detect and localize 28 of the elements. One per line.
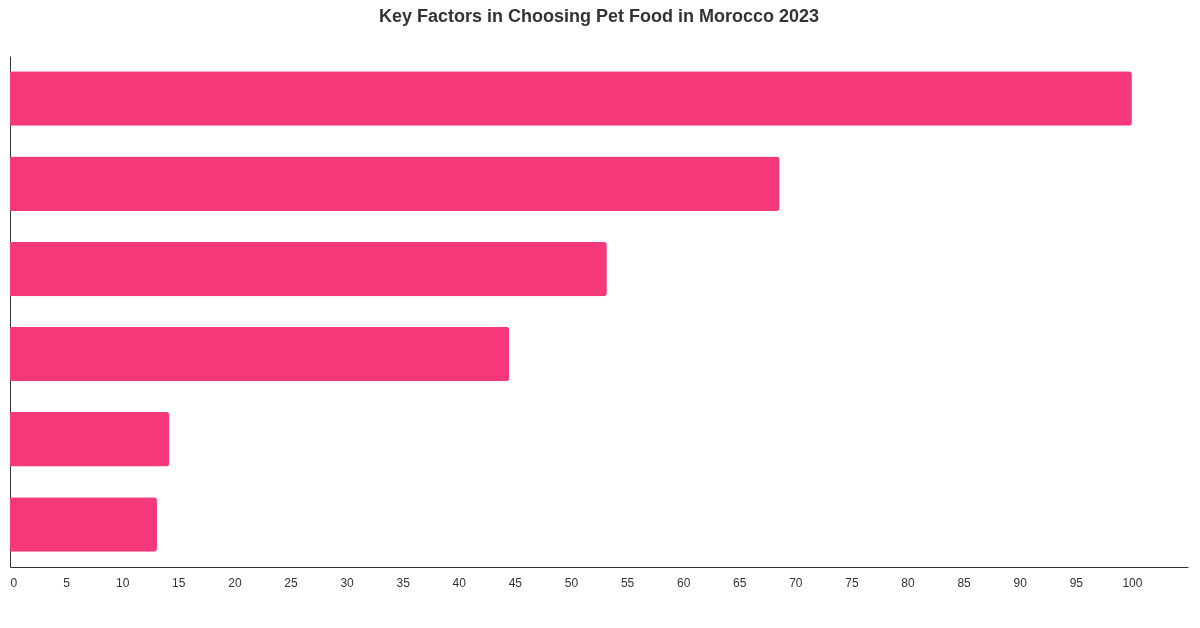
bar [10, 497, 157, 552]
x-tick-label: 30 [340, 575, 355, 590]
bar [10, 326, 510, 382]
x-tick-label: 45 [508, 575, 523, 590]
x-tick-label: 5 [63, 575, 71, 590]
x-tick-label: 65 [733, 575, 747, 590]
x-tick-label: 60 [676, 575, 691, 590]
x-tick-label: 100 [1122, 575, 1143, 590]
bar [10, 241, 607, 297]
x-tick-label: 25 [284, 575, 298, 590]
x-tick-label: 85 [957, 575, 972, 590]
x-tick-label: 95 [1069, 575, 1084, 590]
x-tick-label: 80 [901, 575, 916, 590]
bar [10, 412, 170, 467]
x-tick-label: 50 [564, 575, 579, 590]
x-tick-label: 10 [116, 575, 130, 590]
x-tick-label: 40 [452, 575, 467, 590]
x-tick-label: 15 [172, 575, 186, 590]
x-tick-label: 70 [789, 575, 803, 590]
x-tick-label: 90 [1013, 575, 1028, 590]
chart-title: Key Factors in Choosing Pet Food in Morocco 2023 [378, 6, 820, 26]
bar [10, 71, 1132, 126]
x-tick-label: 55 [620, 575, 635, 590]
x-tick-label: 35 [396, 575, 411, 590]
x-tick-label: 0 [10, 575, 18, 590]
x-tick-label: 20 [228, 575, 242, 590]
x-tick-label: 75 [845, 575, 859, 590]
bar [10, 156, 780, 211]
